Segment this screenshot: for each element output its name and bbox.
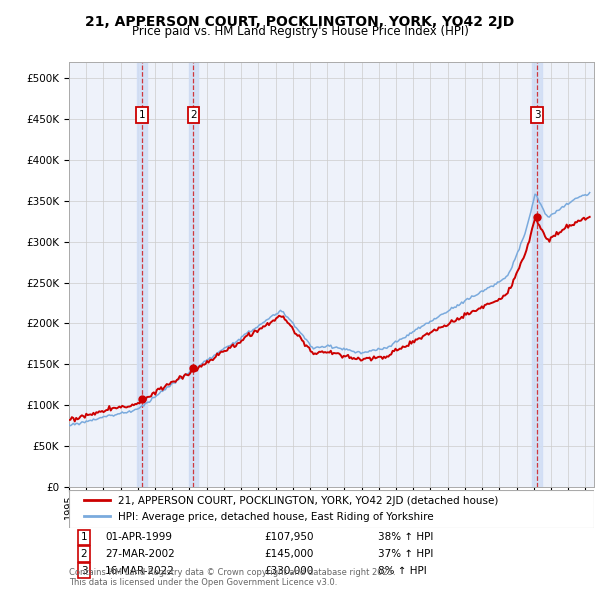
Text: £107,950: £107,950 bbox=[264, 533, 314, 542]
Bar bbox=[532, 62, 542, 487]
FancyBboxPatch shape bbox=[69, 490, 594, 528]
Text: 2: 2 bbox=[190, 110, 197, 120]
Text: 16-MAR-2022: 16-MAR-2022 bbox=[105, 566, 175, 575]
Bar bbox=[137, 62, 147, 487]
Text: £330,000: £330,000 bbox=[264, 566, 313, 575]
Text: 8% ↑ HPI: 8% ↑ HPI bbox=[378, 566, 427, 575]
Text: 3: 3 bbox=[80, 566, 88, 575]
Text: Price paid vs. HM Land Registry's House Price Index (HPI): Price paid vs. HM Land Registry's House … bbox=[131, 25, 469, 38]
Text: 37% ↑ HPI: 37% ↑ HPI bbox=[378, 549, 433, 559]
Text: 27-MAR-2002: 27-MAR-2002 bbox=[105, 549, 175, 559]
Text: 38% ↑ HPI: 38% ↑ HPI bbox=[378, 533, 433, 542]
Text: Contains HM Land Registry data © Crown copyright and database right 2025.
This d: Contains HM Land Registry data © Crown c… bbox=[69, 568, 395, 587]
Text: 3: 3 bbox=[534, 110, 541, 120]
Text: 01-APR-1999: 01-APR-1999 bbox=[105, 533, 172, 542]
Text: £145,000: £145,000 bbox=[264, 549, 313, 559]
Text: 2: 2 bbox=[80, 549, 88, 559]
Text: 1: 1 bbox=[139, 110, 145, 120]
Text: 21, APPERSON COURT, POCKLINGTON, YORK, YO42 2JD: 21, APPERSON COURT, POCKLINGTON, YORK, Y… bbox=[85, 15, 515, 29]
Bar bbox=[188, 62, 198, 487]
Legend: 21, APPERSON COURT, POCKLINGTON, YORK, YO42 2JD (detached house), HPI: Average p: 21, APPERSON COURT, POCKLINGTON, YORK, Y… bbox=[79, 492, 503, 526]
Text: 1: 1 bbox=[80, 533, 88, 542]
